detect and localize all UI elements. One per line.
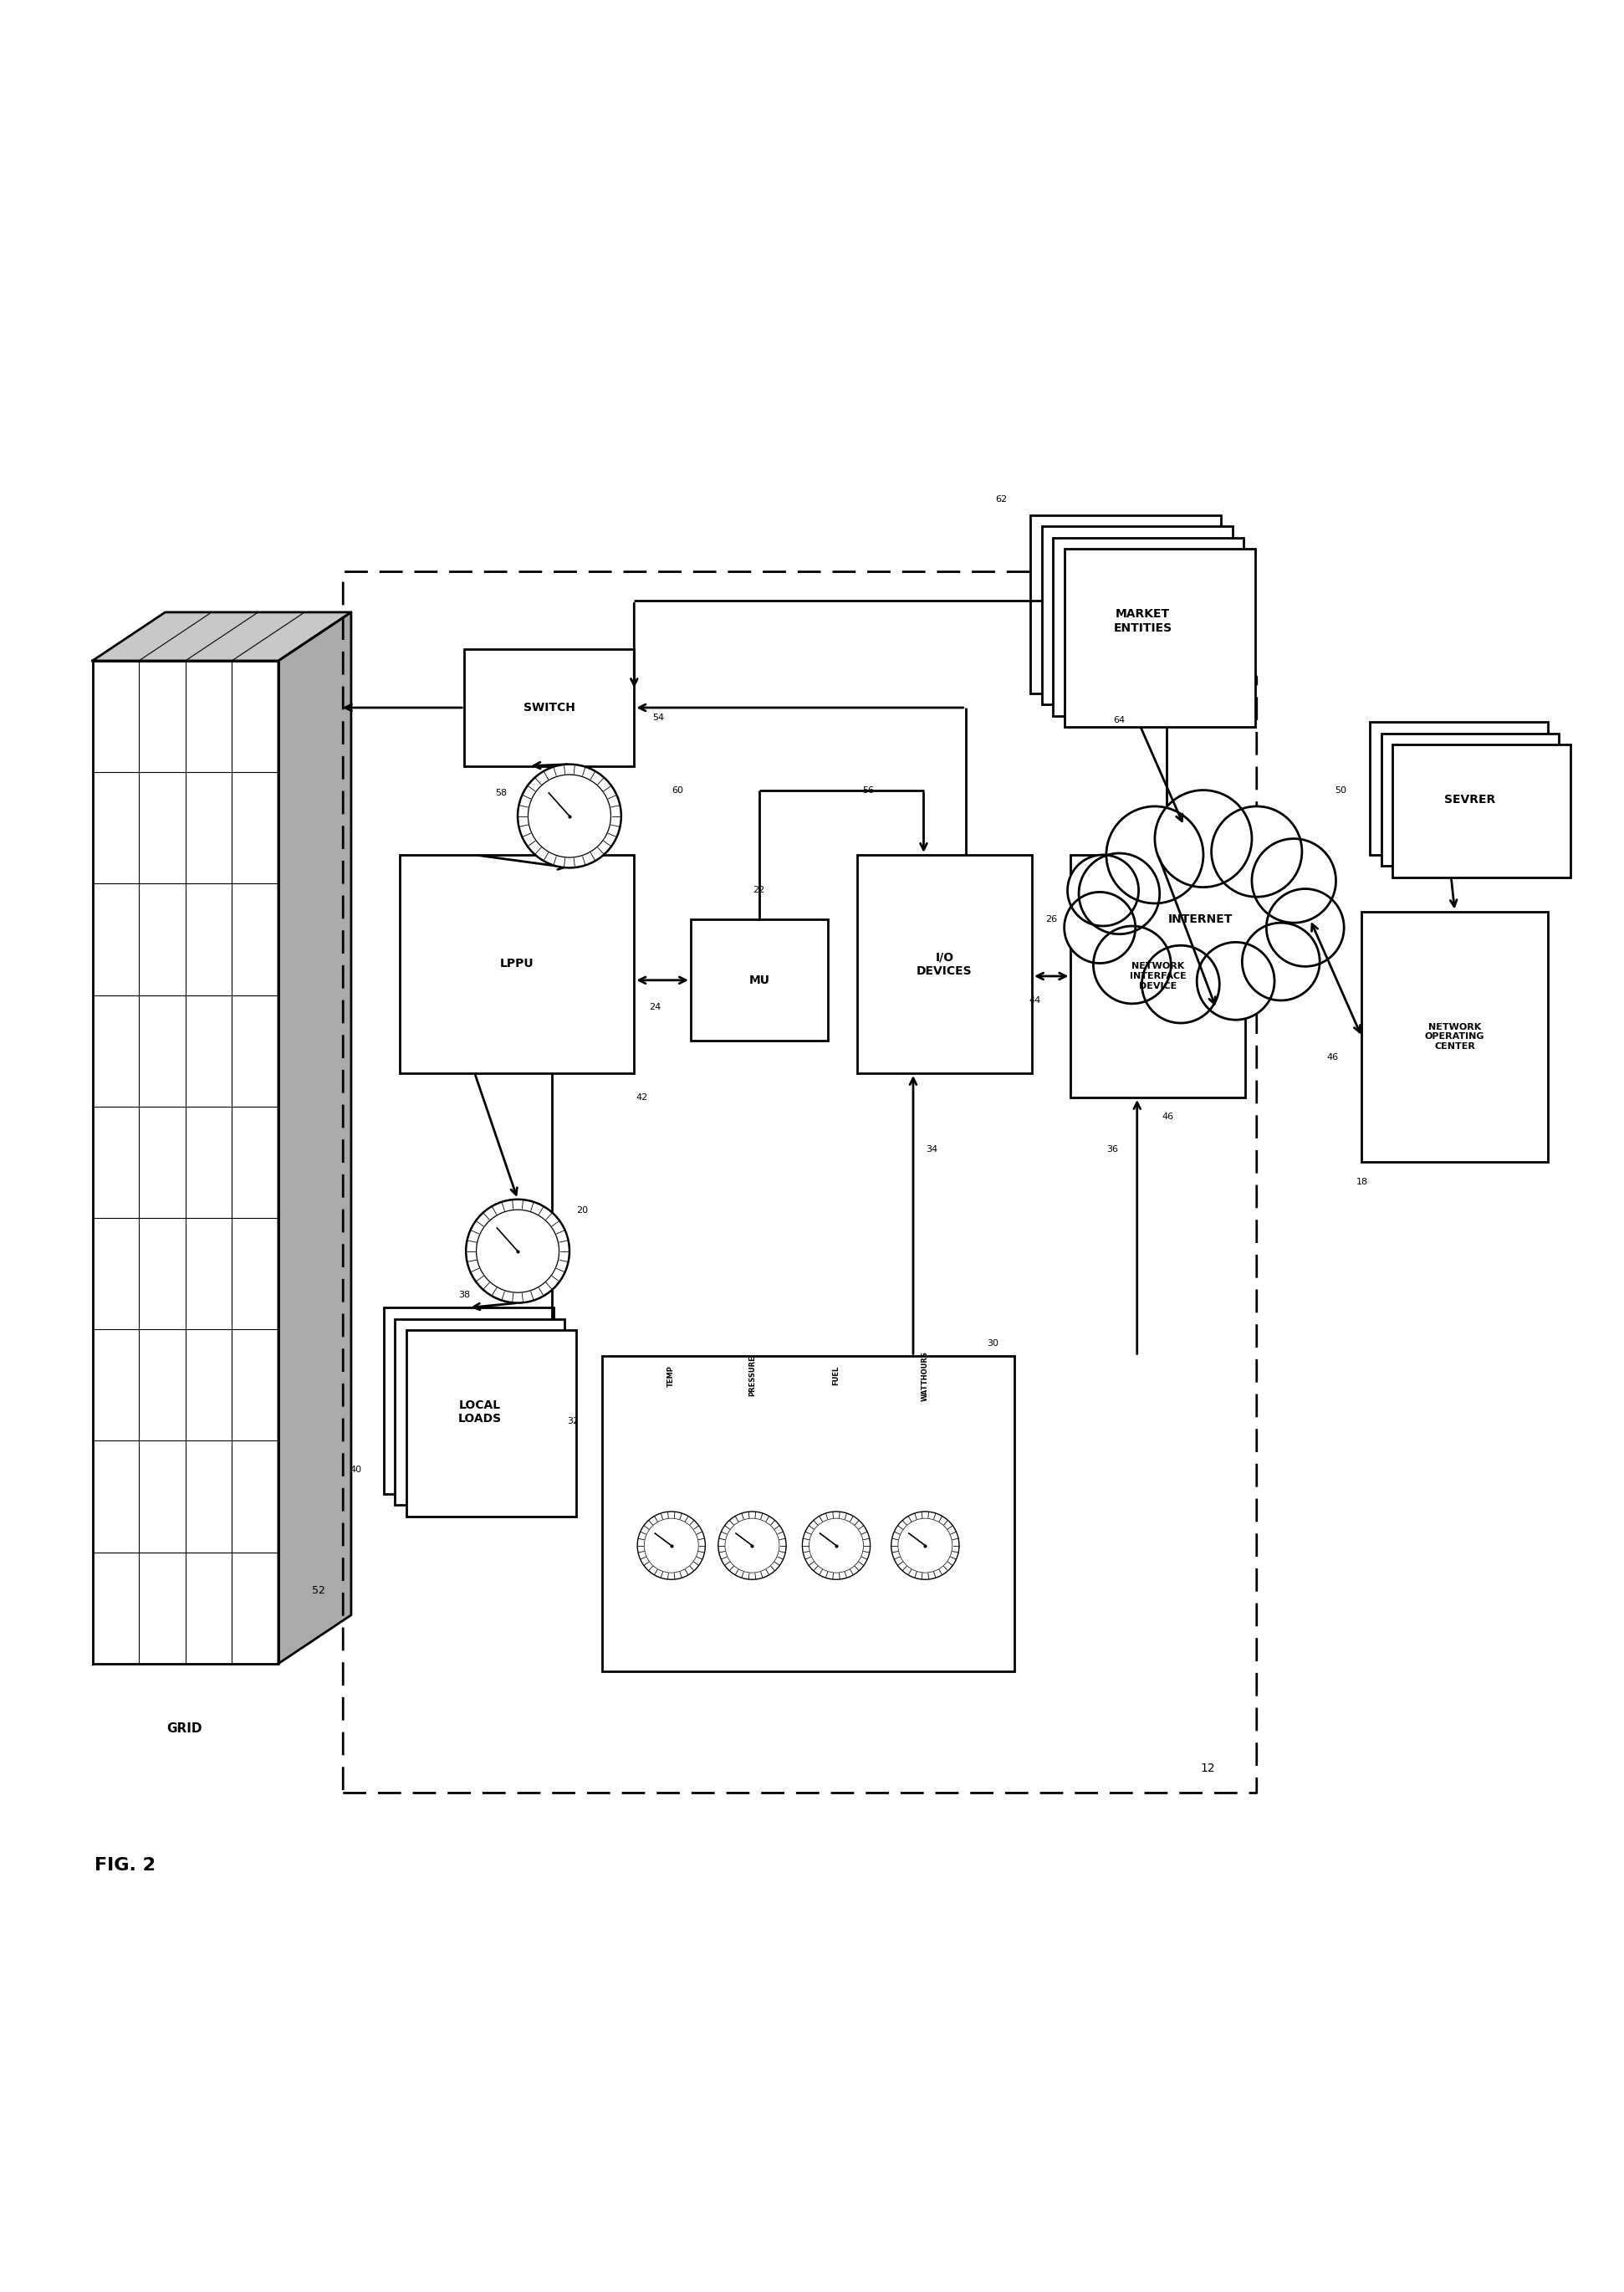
Text: 60: 60	[672, 786, 684, 795]
Circle shape	[637, 1510, 705, 1579]
Circle shape	[1064, 892, 1135, 963]
Text: NETWORK
OPERATING
CENTER: NETWORK OPERATING CENTER	[1424, 1022, 1484, 1050]
Text: 32: 32	[567, 1416, 578, 1426]
Text: MARKET
ENTITIES: MARKET ENTITIES	[1114, 607, 1173, 635]
Text: 38: 38	[458, 1290, 471, 1300]
Circle shape	[802, 1510, 870, 1579]
Bar	[857, 855, 1031, 1073]
Bar	[1030, 516, 1221, 692]
Polygon shape	[93, 660, 278, 1664]
Circle shape	[1197, 942, 1275, 1020]
Bar	[406, 1329, 577, 1517]
Circle shape	[724, 1517, 780, 1572]
Text: 46: 46	[1327, 1052, 1338, 1061]
Text: 36: 36	[1108, 1146, 1119, 1153]
Text: INTERNET: INTERNET	[1168, 915, 1233, 926]
Bar	[603, 1357, 1013, 1671]
Circle shape	[1252, 839, 1337, 924]
Text: SWITCH: SWITCH	[523, 701, 575, 713]
Text: FUEL: FUEL	[833, 1366, 840, 1384]
Circle shape	[1142, 944, 1220, 1022]
Text: 12: 12	[1200, 1763, 1215, 1774]
Text: 40: 40	[351, 1465, 362, 1474]
Text: 44: 44	[1030, 997, 1041, 1004]
Circle shape	[476, 1210, 559, 1293]
Text: PRESSURE: PRESSURE	[749, 1355, 755, 1396]
Text: 50: 50	[1335, 786, 1346, 795]
Bar	[383, 1309, 554, 1494]
Bar	[1392, 745, 1570, 878]
Text: LPPU: LPPU	[500, 958, 534, 970]
Text: 34: 34	[926, 1146, 937, 1153]
Circle shape	[1106, 807, 1203, 903]
Polygon shape	[278, 612, 351, 1664]
Circle shape	[518, 763, 622, 869]
Text: 42: 42	[637, 1093, 648, 1102]
Circle shape	[898, 1517, 952, 1572]
Polygon shape	[93, 612, 351, 660]
Circle shape	[892, 1510, 960, 1579]
Text: TEMP: TEMP	[667, 1364, 676, 1387]
Bar	[1052, 539, 1244, 715]
Text: I/O
DEVICES: I/O DEVICES	[916, 951, 973, 976]
Text: 46: 46	[1161, 1112, 1174, 1121]
Bar	[400, 855, 633, 1073]
Text: LOCAL
LOADS: LOCAL LOADS	[458, 1400, 502, 1426]
Bar	[1371, 722, 1548, 855]
Circle shape	[718, 1510, 786, 1579]
Text: NETWORK
INTERFACE
DEVICE: NETWORK INTERFACE DEVICE	[1130, 963, 1187, 990]
Text: SEVRER: SEVRER	[1444, 793, 1496, 807]
Text: 56: 56	[862, 786, 874, 795]
Text: 20: 20	[577, 1206, 588, 1215]
Circle shape	[1155, 791, 1252, 887]
Circle shape	[528, 775, 611, 857]
Text: FIG. 2: FIG. 2	[94, 1857, 156, 1875]
Text: GRID: GRID	[167, 1721, 203, 1735]
Text: 62: 62	[996, 495, 1007, 504]
Circle shape	[1267, 889, 1345, 967]
Text: MU: MU	[749, 974, 770, 986]
Circle shape	[466, 1199, 570, 1302]
Text: 18: 18	[1356, 1178, 1367, 1185]
Text: 30: 30	[987, 1339, 999, 1348]
Text: 26: 26	[1046, 915, 1057, 924]
Text: 58: 58	[495, 788, 507, 798]
Circle shape	[809, 1517, 864, 1572]
Text: 54: 54	[653, 713, 664, 722]
Circle shape	[1212, 807, 1302, 896]
Text: 64: 64	[1114, 717, 1125, 724]
Circle shape	[1127, 846, 1273, 992]
Text: 22: 22	[752, 887, 765, 894]
Bar	[1363, 912, 1548, 1162]
Bar	[1070, 855, 1246, 1098]
Bar	[690, 919, 828, 1041]
Text: 52: 52	[312, 1586, 325, 1595]
Text: 24: 24	[650, 1002, 661, 1011]
Bar	[464, 649, 633, 766]
Circle shape	[1093, 926, 1171, 1004]
Bar	[1041, 527, 1233, 704]
Circle shape	[1078, 853, 1160, 935]
Bar	[395, 1320, 565, 1506]
Circle shape	[645, 1517, 698, 1572]
Text: WATTHOURS: WATTHOURS	[921, 1350, 929, 1400]
Bar	[1380, 733, 1559, 866]
Circle shape	[1242, 924, 1320, 999]
Bar	[1064, 550, 1255, 727]
Circle shape	[1067, 855, 1138, 926]
